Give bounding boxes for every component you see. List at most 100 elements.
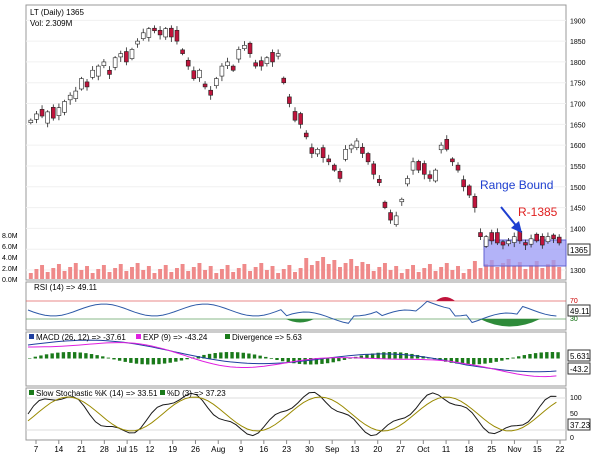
x-tick-label: Aug (211, 445, 225, 454)
candle (416, 161, 421, 171)
macd-hist-bar (123, 358, 127, 362)
x-tick-label: 18 (464, 445, 473, 454)
candle (253, 62, 258, 67)
candle (101, 61, 107, 66)
volume-bar (225, 265, 230, 279)
candle (214, 78, 219, 86)
macd-hist-bar (168, 358, 172, 363)
volume-axis: 8.0M 6.0M 4.0M 2.0M 0.0M (2, 233, 18, 284)
macd-hist-bar (286, 358, 290, 363)
macd-legend-swatch (29, 334, 34, 339)
volume-header: Vol: 2.309M (30, 19, 73, 28)
candle (326, 158, 331, 163)
macd-hist-bar (207, 353, 212, 359)
candle (67, 94, 73, 101)
macd-hist-bar (309, 358, 313, 365)
macd-hist-bar (258, 355, 262, 359)
volume-bar (191, 267, 196, 279)
divergence-legend-swatch (225, 334, 230, 339)
x-tick-label: 30 (305, 445, 314, 454)
exp-title: EXP (9) => -43.24 (143, 333, 208, 342)
candle (107, 69, 112, 75)
candle (506, 240, 511, 245)
volume-bar (107, 272, 112, 279)
volume-bar (472, 261, 477, 279)
macd-hist-bar (78, 352, 82, 359)
candle (275, 53, 281, 57)
volume-bar (281, 269, 286, 279)
volume-bar (366, 264, 371, 279)
macd-hist-bar (84, 353, 88, 359)
candle (410, 161, 416, 171)
candle (281, 77, 287, 84)
stoch-k-line (27, 391, 557, 437)
volume-bar (248, 271, 252, 279)
macd-hist-bar (410, 353, 414, 359)
volume-bar (545, 264, 550, 279)
volume-tick: 6.0M (2, 244, 18, 251)
volume-bar (152, 273, 157, 279)
volume-bar (534, 261, 539, 279)
volume-bar (371, 271, 376, 279)
candle (79, 78, 84, 90)
volume-bar (399, 273, 404, 279)
price-tick: 1700 (570, 102, 586, 109)
volume-bar (416, 272, 421, 279)
x-tick-label: Sep (325, 445, 340, 454)
volume-bar (309, 265, 314, 279)
macd-hist-bar (275, 358, 279, 361)
macd-hist-bar (460, 358, 465, 365)
macd-hist-bar (174, 358, 178, 362)
macd-hist-bar (404, 353, 408, 359)
macd-signal-line (28, 342, 557, 378)
volume-bar (484, 264, 489, 279)
candle (62, 101, 67, 113)
price-tick: 1500 (570, 185, 586, 192)
candle (287, 96, 292, 104)
volume-bar (427, 264, 432, 279)
candle (399, 198, 405, 203)
volume-bar (276, 273, 281, 279)
macd-hist-bar (443, 358, 448, 362)
volume-bar (45, 272, 50, 279)
volume-bar (231, 272, 236, 279)
macd-hist-bar (185, 358, 189, 360)
last-price-box (567, 243, 591, 256)
candle (202, 83, 208, 88)
candle (348, 144, 354, 150)
price-tick: 1300 (570, 268, 586, 275)
volume-bar (422, 268, 427, 279)
stoch-k-title: Slow Stochastic %K (14) => 33.51 (36, 389, 158, 398)
volume-bar (360, 262, 365, 279)
candle (152, 27, 157, 32)
macd-hist-bar (342, 358, 347, 360)
candle (540, 235, 545, 246)
volume-bar (62, 271, 67, 279)
volume-bar (501, 263, 505, 279)
macd-hist-bar (370, 353, 375, 359)
macd-hist-bar (494, 358, 498, 362)
macd-hist-bar (146, 358, 150, 365)
rsi-level-70: 70 (570, 298, 578, 305)
candle (163, 28, 168, 38)
volume-bar (298, 268, 303, 279)
stoch-d-swatch (160, 390, 165, 395)
exp-legend-swatch (136, 334, 141, 339)
volume-bar (130, 267, 134, 279)
macd-hist-bar (522, 355, 527, 359)
macd-hist-bar (483, 358, 487, 364)
volume-bar (529, 265, 534, 279)
stoch-level-100: 100 (570, 395, 582, 402)
candle (483, 236, 489, 247)
volume-bar (135, 263, 140, 279)
macd-hist-bar (252, 354, 257, 359)
candle (495, 232, 500, 244)
x-tick-label: 9 (239, 445, 244, 454)
volume-bar (444, 263, 449, 279)
candle (545, 236, 551, 243)
candle (461, 179, 466, 188)
volume-bar (338, 267, 342, 279)
price-panel (25, 4, 567, 281)
candle (259, 60, 264, 67)
volume-bar (293, 272, 297, 279)
